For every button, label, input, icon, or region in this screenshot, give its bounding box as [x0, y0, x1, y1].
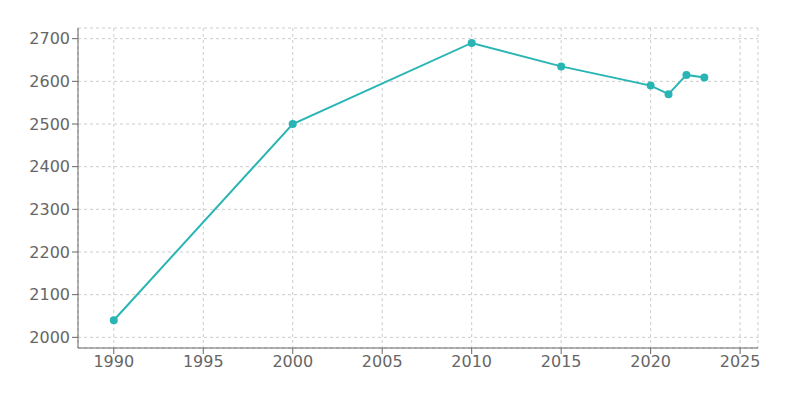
svg-text:2015: 2015 [541, 352, 582, 371]
svg-text:2000: 2000 [29, 328, 70, 347]
svg-text:2025: 2025 [720, 352, 761, 371]
svg-text:2500: 2500 [29, 115, 70, 134]
svg-text:1990: 1990 [93, 352, 134, 371]
svg-text:2600: 2600 [29, 72, 70, 91]
svg-text:2700: 2700 [29, 29, 70, 48]
svg-text:2010: 2010 [451, 352, 492, 371]
svg-text:2100: 2100 [29, 285, 70, 304]
svg-text:2020: 2020 [630, 352, 671, 371]
svg-text:2400: 2400 [29, 157, 70, 176]
svg-text:2000: 2000 [272, 352, 313, 371]
svg-text:2005: 2005 [362, 352, 403, 371]
svg-text:1995: 1995 [183, 352, 224, 371]
svg-text:2300: 2300 [29, 200, 70, 219]
svg-text:2200: 2200 [29, 243, 70, 262]
